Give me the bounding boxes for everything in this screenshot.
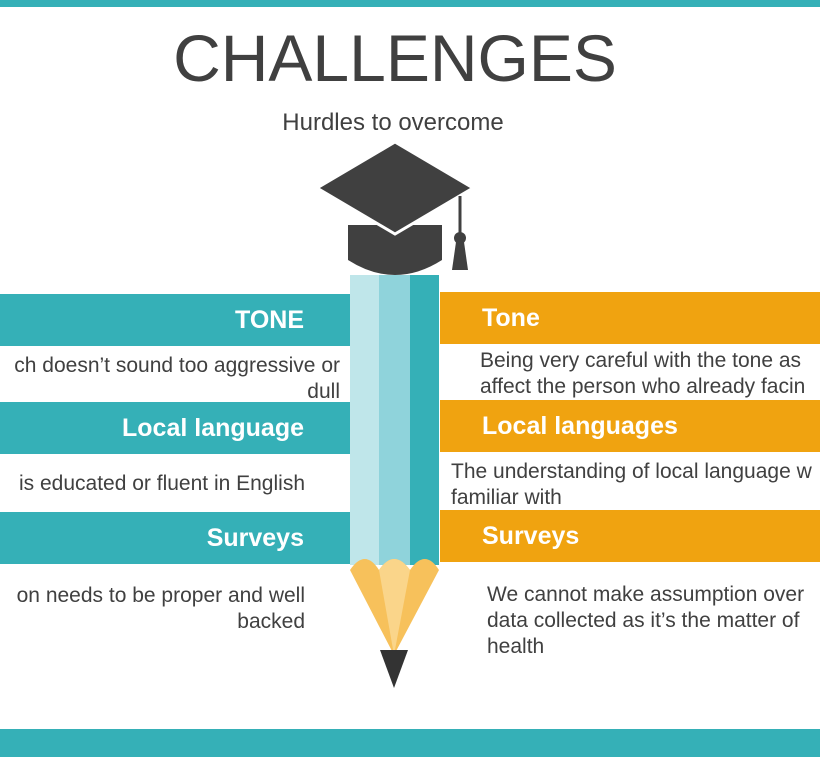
pencil-icon [350, 275, 439, 688]
right-band-tone: Tone [440, 292, 820, 344]
right-band-local-languages: Local languages [440, 400, 820, 452]
right-heading-surveys: Surveys [482, 522, 580, 550]
left-heading-surveys: Surveys [206, 524, 304, 552]
left-band-tone: TONE [0, 294, 366, 346]
left-desc-tone-line: dull [307, 380, 340, 403]
right-desc-surveys: We cannot make assumption over data coll… [487, 582, 820, 660]
right-desc-tone-line: Being very careful with the tone as [480, 349, 802, 372]
right-desc-surveys-line: data collected as it’s the matter of [487, 609, 800, 632]
left-desc-surveys: on needs to be proper and well backed [0, 583, 305, 635]
right-desc-tone: Being very careful with the tone as affe… [480, 348, 820, 400]
graduation-cap-icon [314, 140, 476, 275]
bottom-accent-bar [0, 729, 820, 757]
right-heading-local-languages: Local languages [482, 412, 678, 440]
left-heading-tone: TONE [235, 306, 304, 334]
left-desc-tone: ch doesn’t sound too aggressive or dull [0, 353, 340, 405]
left-desc-surveys-line: on needs to be proper and well [16, 584, 305, 607]
left-desc-tone-line: ch doesn’t sound too aggressive or [14, 354, 340, 377]
right-heading-tone: Tone [482, 304, 540, 332]
left-band-local-language: Local language [0, 402, 366, 454]
right-desc-local-languages-line: familiar with [451, 486, 562, 509]
page-subtitle: Hurdles to overcome [282, 109, 504, 136]
top-accent-bar [0, 0, 820, 7]
left-heading-local-language: Local language [122, 414, 304, 442]
right-band-surveys: Surveys [440, 510, 820, 562]
right-desc-tone-line: affect the person who already facin [480, 375, 806, 398]
right-desc-local-languages: The understanding of local language w fa… [451, 459, 820, 511]
right-desc-surveys-line: health [487, 635, 545, 658]
pencil-with-cap-illustration [314, 140, 476, 688]
left-desc-surveys-line: backed [237, 610, 305, 633]
left-desc-local-language: is educated or fluent in English [0, 471, 305, 497]
left-band-surveys: Surveys [0, 512, 366, 564]
right-desc-local-languages-line: The understanding of local language w [451, 460, 812, 483]
left-desc-local-language-line: is educated or fluent in English [18, 472, 305, 495]
right-desc-surveys-line: We cannot make assumption over [487, 583, 805, 606]
page-title: CHALLENGES [173, 21, 617, 95]
